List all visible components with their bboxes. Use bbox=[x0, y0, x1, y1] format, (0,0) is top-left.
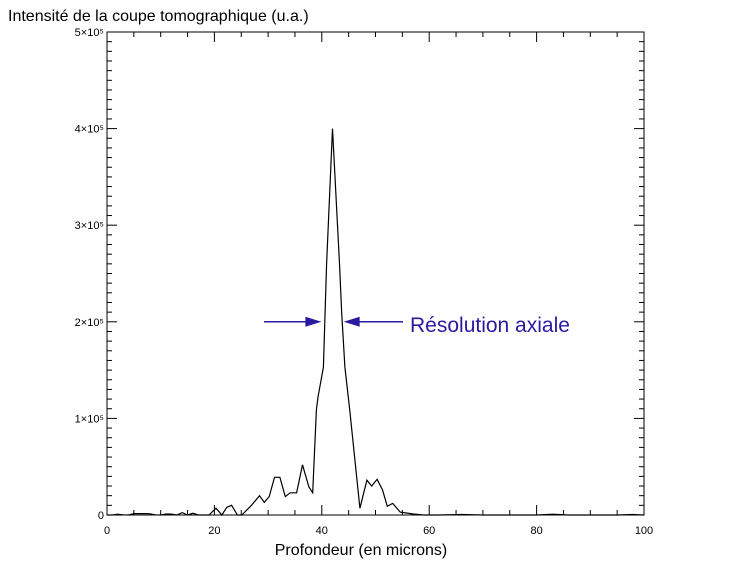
series-line-intensite bbox=[107, 128, 645, 517]
left-arrow-head-icon bbox=[305, 316, 322, 327]
x-tick-label: 0 bbox=[104, 525, 110, 537]
plot-frame bbox=[106, 31, 645, 516]
right-arrow-head-icon bbox=[343, 316, 360, 327]
x-axis-label: Profondeur (en microns) bbox=[275, 542, 448, 559]
y-tick-label: 4×10⁵ bbox=[75, 124, 104, 136]
x-tick-label: 20 bbox=[208, 525, 220, 537]
x-tick-label: 40 bbox=[316, 525, 328, 537]
chart-title: Intensité de la coupe tomographique (u.a… bbox=[8, 8, 309, 25]
y-tick-label: 5×10⁵ bbox=[75, 27, 104, 39]
y-tick-label: 0 bbox=[98, 510, 104, 522]
x-tick-label: 80 bbox=[530, 525, 542, 537]
y-tick-label: 2×10⁵ bbox=[75, 317, 104, 329]
annotation-label: Résolution axiale bbox=[410, 314, 570, 337]
y-tick-label: 3×10⁵ bbox=[75, 220, 104, 232]
x-tick-label: 60 bbox=[423, 525, 435, 537]
y-tick-label: 1×10⁵ bbox=[75, 413, 104, 425]
x-tick-label: 100 bbox=[635, 525, 653, 537]
